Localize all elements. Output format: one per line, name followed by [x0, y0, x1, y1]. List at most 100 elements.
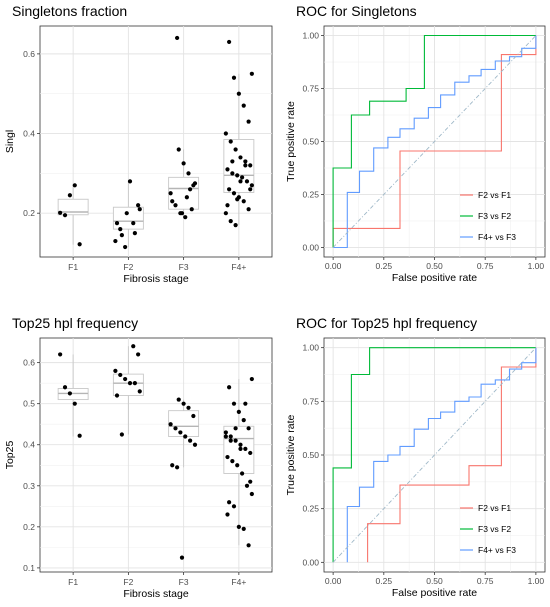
y-tick-label: 0.3: [23, 481, 35, 491]
chart-title: ROC for Singletons: [296, 3, 417, 19]
y-tick-label: 0.75: [302, 396, 319, 406]
data-point: [249, 491, 254, 497]
data-point: [248, 450, 253, 456]
data-point: [233, 223, 238, 228]
data-point: [231, 401, 237, 406]
chart-title: Singletons fraction: [12, 3, 127, 19]
x-tick-label: F4+: [231, 262, 246, 272]
data-point: [225, 203, 230, 208]
data-point: [168, 191, 173, 196]
data-point: [62, 385, 68, 390]
data-point: [241, 418, 246, 423]
y-tick-label: 0.4: [23, 129, 35, 139]
y-tick-label: 0.5: [23, 399, 35, 409]
y-tick-label: 0.6: [23, 358, 35, 368]
data-point: [72, 183, 77, 188]
data-point: [240, 175, 245, 180]
data-point: [238, 179, 243, 184]
data-point: [67, 193, 72, 198]
y-axis-label: True positive rate: [285, 414, 297, 495]
data-point: [236, 91, 241, 96]
data-point: [132, 381, 137, 386]
data-point: [183, 215, 188, 220]
data-point: [238, 446, 243, 451]
data-point: [179, 555, 185, 560]
data-point: [188, 187, 193, 192]
legend-label: F4+ vs F3: [478, 232, 516, 242]
data-point: [188, 438, 193, 443]
data-point: [246, 543, 251, 548]
x-tick-label: 0.50: [426, 576, 443, 586]
data-point: [189, 207, 194, 212]
data-point: [225, 454, 230, 460]
data-point: [72, 401, 77, 406]
data-point: [168, 422, 173, 427]
data-point: [223, 430, 228, 435]
data-point: [181, 161, 186, 166]
data-point: [230, 171, 235, 176]
data-point: [127, 381, 133, 386]
data-point: [123, 376, 128, 382]
x-tick-label: F4+: [231, 577, 246, 587]
y-axis-label: Top25: [4, 441, 16, 470]
data-point: [248, 479, 253, 484]
y-tick-label: 0.00: [302, 557, 319, 567]
x-tick-label: 0.75: [477, 261, 494, 271]
x-tick-label: 0.25: [376, 261, 393, 271]
diagonal-reference-line: [332, 347, 537, 563]
data-point: [249, 71, 254, 76]
data-point: [236, 409, 241, 414]
data-point: [249, 376, 254, 382]
data-point: [243, 446, 248, 451]
data-point: [127, 179, 133, 184]
data-point: [228, 219, 233, 224]
data-point: [176, 147, 181, 152]
data-point: [241, 526, 246, 531]
y-tick-label: 0.6: [23, 49, 35, 59]
box: [223, 139, 255, 193]
data-point: [118, 372, 123, 378]
x-tick-label: 1.00: [528, 261, 545, 271]
data-point: [119, 232, 124, 238]
y-tick-label: 0.50: [302, 450, 319, 460]
roc-curve-0: [367, 347, 537, 563]
x-tick-label: F1: [68, 262, 78, 272]
data-point: [170, 463, 175, 468]
data-point: [192, 442, 198, 447]
roc-curve-2: [333, 35, 537, 249]
data-point: [246, 119, 251, 124]
y-axis-label: True positive rate: [285, 101, 297, 182]
data-point: [244, 483, 250, 488]
legend-label: F4+ vs F3: [478, 545, 516, 555]
data-point: [178, 430, 183, 435]
data-point: [240, 471, 245, 476]
data-point: [223, 131, 228, 136]
x-tick-label: 0.00: [325, 576, 342, 586]
data-point: [243, 401, 248, 406]
data-point: [249, 183, 254, 188]
y-axis-label: Singl: [4, 130, 16, 153]
data-point: [136, 203, 141, 208]
data-point: [223, 434, 228, 439]
data-point: [186, 405, 191, 410]
data-point: [113, 368, 118, 373]
data-point: [131, 221, 136, 226]
data-point: [113, 238, 118, 244]
data-point: [238, 442, 243, 447]
data-point: [238, 155, 243, 160]
data-point: [132, 231, 137, 236]
data-point: [118, 227, 123, 232]
data-point: [243, 163, 248, 168]
roc-curve-1: [332, 347, 536, 563]
data-point: [241, 103, 246, 108]
data-point: [58, 210, 63, 215]
data-point: [62, 213, 68, 218]
data-point: [243, 159, 248, 164]
y-tick-label: 1.00: [302, 343, 319, 353]
legend-label: F2 vs F1: [478, 190, 511, 200]
data-point: [233, 426, 238, 431]
y-tick-label: 0.00: [302, 242, 319, 252]
data-point: [225, 167, 230, 172]
data-point: [227, 187, 232, 192]
